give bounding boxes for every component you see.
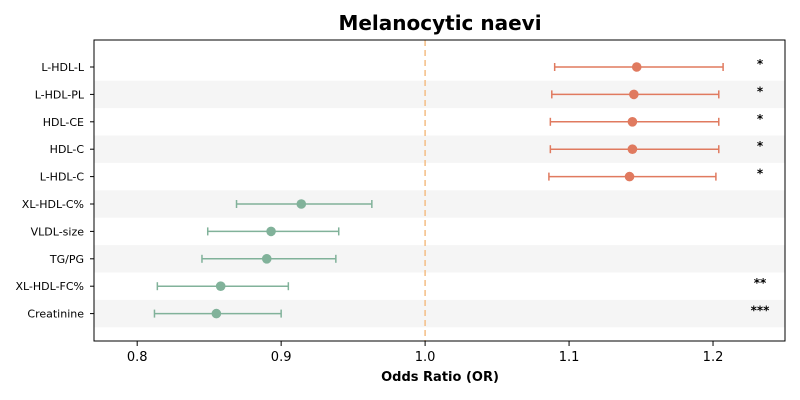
forest-row: TG/PG (49, 253, 337, 266)
forest-row: Creatinine *** (27, 304, 770, 321)
odds-ratio-point (624, 171, 635, 182)
row-label: HDL-C (50, 143, 85, 156)
forest-row: L-HDL-C * (40, 167, 764, 184)
chart-title: Melanocytic naevi (338, 11, 541, 35)
row-label: XL-HDL-FC% (15, 280, 84, 293)
odds-ratio-point (215, 281, 226, 292)
row-label: VLDL-size (31, 225, 85, 238)
odds-ratio-point (211, 308, 222, 319)
x-tick-label: 1.2 (703, 350, 724, 365)
significance-marker: *** (751, 304, 771, 318)
odds-ratio-point (261, 253, 272, 264)
row-label: L-HDL-C (40, 171, 85, 184)
significance-marker: * (757, 139, 764, 153)
forest-row: XL-HDL-FC% ** (15, 276, 767, 293)
row-stripe (94, 245, 785, 273)
significance-marker: ** (754, 276, 767, 290)
significance-marker: * (757, 112, 764, 126)
plot-frame (93, 39, 786, 342)
x-tick-label: 0.8 (127, 350, 148, 365)
odds-ratio-point (627, 144, 638, 154)
significance-marker: * (757, 57, 764, 71)
forest-row: HDL-C * (50, 139, 764, 156)
row-label: XL-HDL-C% (22, 198, 84, 211)
x-axis-label: Odds Ratio (OR) (381, 370, 499, 385)
forest-row: L-HDL-PL * (35, 84, 764, 101)
odds-ratio-point (266, 226, 276, 237)
row-stripes (94, 80, 785, 328)
odds-ratio-point (631, 62, 642, 72)
forest-row: XL-HDL-C% (22, 198, 373, 211)
row-label: TG/PG (49, 253, 84, 266)
forest-row: HDL-CE * (43, 112, 764, 129)
significance-marker: * (757, 167, 764, 181)
forest-row: L-HDL-L * (41, 57, 764, 74)
odds-ratio-point (629, 89, 639, 100)
odds-ratio-point (296, 199, 307, 209)
row-label: L-HDL-PL (35, 88, 85, 101)
x-tick-label: 0.9 (271, 350, 292, 365)
row-stripe (94, 190, 785, 218)
row-label: Creatinine (27, 308, 84, 321)
significance-marker: * (757, 84, 764, 98)
forest-row: VLDL-size (31, 225, 340, 238)
x-tick-label: 1.1 (559, 350, 580, 365)
x-tick-label: 1.0 (415, 350, 436, 365)
odds-ratio-point (627, 117, 638, 127)
row-label: L-HDL-L (41, 61, 85, 74)
row-label: HDL-CE (43, 116, 84, 129)
data-rows: L-HDL-L * L-HDL-PL * HDL-CE * HDL-C * L-HDL-C * XL… (15, 57, 770, 321)
x-axis: 0.8 0.9 1.0 1.1 1.2 (127, 341, 724, 365)
